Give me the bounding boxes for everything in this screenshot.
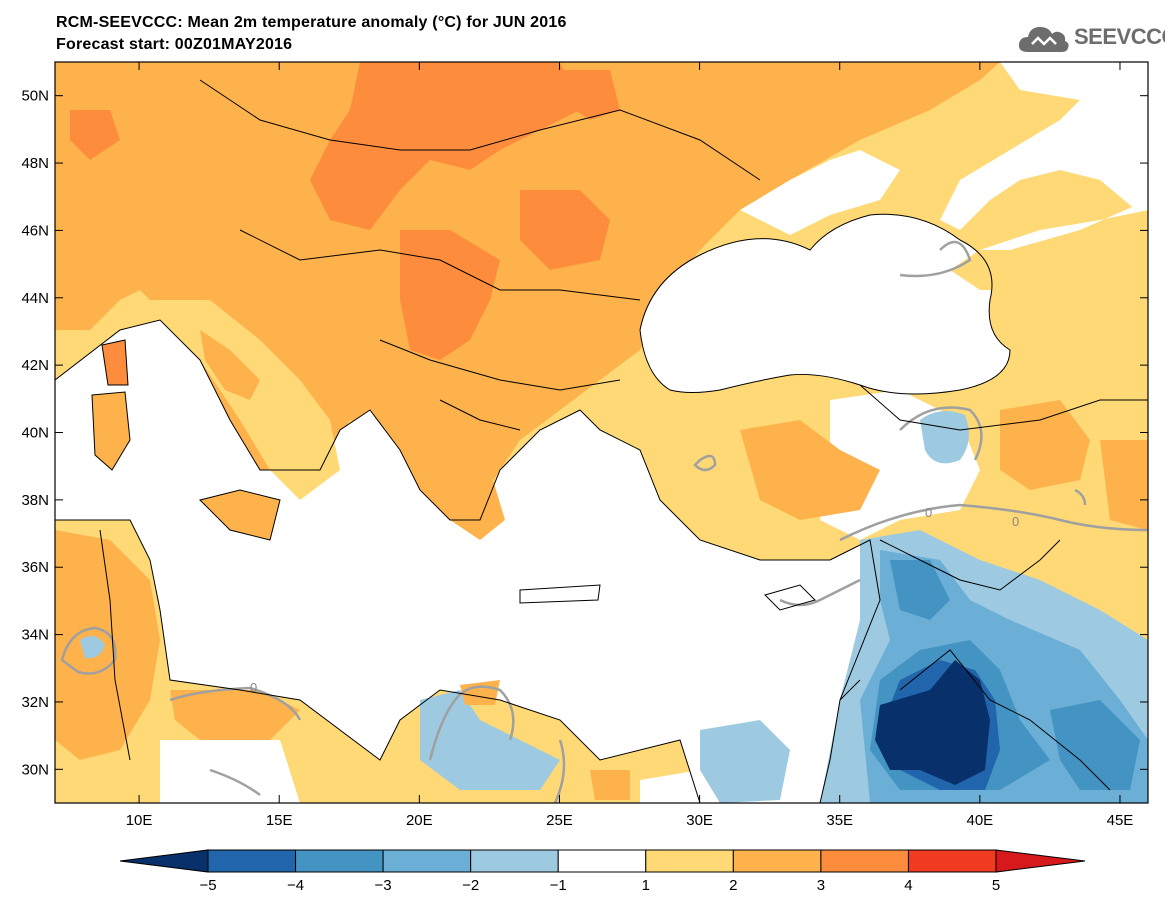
colorbar-label: −2: [462, 877, 479, 894]
colorbar-bin: [732, 849, 822, 873]
cyprus: [765, 585, 815, 610]
lat-label: 38N: [21, 492, 49, 509]
lat-label: 34N: [21, 627, 49, 644]
corsica: [102, 340, 128, 385]
lat-label: 36N: [21, 559, 49, 576]
italy-warm-b: [200, 330, 260, 400]
warm-anomaly-3-4-e: [70, 110, 120, 160]
colorbar: −5 −4 −3 −2 −1 1 2 3 4 5: [119, 849, 1086, 894]
colorbar-label: −5: [199, 877, 216, 894]
lon-label: 15E: [266, 812, 293, 829]
lat-label: 46N: [21, 222, 49, 239]
egypt-cool: [700, 720, 790, 803]
anomaly-field: [55, 62, 1148, 803]
forecast-start-label: Forecast start: 00Z01MAY2016: [56, 36, 293, 53]
colorbar-bin: [907, 849, 997, 873]
lat-label: 42N: [21, 357, 49, 374]
lon-label: 30E: [686, 812, 713, 829]
colorbar-label: 1: [642, 877, 650, 894]
contour-label-a: 0: [250, 680, 257, 695]
north-africa-warm: [55, 530, 160, 760]
colorbar-min-arrow: [119, 849, 209, 873]
lon-label: 20E: [406, 812, 433, 829]
tunisia-cold: [80, 636, 105, 659]
italy-warm: [150, 300, 340, 500]
colorbar-bin: [820, 849, 909, 873]
africa-south-warm: [280, 735, 350, 795]
lon-label: 10E: [126, 812, 153, 829]
anatolia-warm: [740, 420, 880, 520]
near-normal-northeast-2: [950, 210, 1148, 300]
colorbar-label: −1: [550, 877, 567, 894]
greece-warm: [410, 440, 505, 540]
contour-label-b: 0: [925, 505, 932, 520]
colorbar-bin: [645, 849, 734, 873]
mediterranean-sea: [55, 320, 880, 803]
lon-label: 35E: [826, 812, 853, 829]
colorbar-max-arrow: [995, 849, 1086, 873]
zero-contours: [60, 240, 1148, 803]
cool-anomaly-gulf: [1050, 700, 1140, 790]
seevccc-logo: SEEVCCC: [1018, 22, 1165, 56]
latitude-axis: 50N 48N 46N 44N 42N 40N 38N 36N 34N 32N 30N: [21, 88, 1148, 778]
warm-anomaly-3-4-d: [560, 70, 620, 120]
black-sea: [640, 214, 1010, 394]
lon-label: 25E: [546, 812, 573, 829]
east-anatolia-warm-b: [1100, 440, 1148, 530]
colorbar-bin: [557, 849, 647, 873]
lat-label: 50N: [21, 88, 49, 105]
africa-south-warm-b: [590, 770, 630, 800]
crete: [520, 585, 600, 603]
colorbar-bin: [207, 849, 297, 873]
sardinia: [92, 392, 130, 470]
sicily: [200, 490, 280, 540]
contour-label-c: 0: [1012, 514, 1019, 529]
colorbar-label: 3: [817, 877, 825, 894]
libya-cool: [420, 690, 560, 790]
colorbar-label: 2: [729, 877, 737, 894]
lat-label: 44N: [21, 290, 49, 307]
libya-warm: [170, 690, 300, 740]
longitude-axis: 10E 15E 20E 25E 30E 35E 40E 45E: [126, 62, 1134, 829]
near-normal-northeast: [940, 62, 1148, 230]
coastlines: [55, 79, 1148, 803]
map-title: RCM-SEEVCCC: Mean 2m temperature anomaly…: [56, 14, 567, 31]
warm-anomaly-3-4-c: [520, 190, 610, 270]
cool-anomaly-3: [890, 560, 950, 620]
warm-anomaly-3-4-b: [400, 230, 500, 360]
near-normal-africa: [160, 740, 300, 803]
cloud-logo-icon: [1018, 27, 1069, 52]
colorbar-label: −3: [375, 877, 392, 894]
anatolia-cold-pocket: [920, 411, 969, 464]
warm-anomaly-3-4: [310, 62, 580, 230]
colorbar-bin: [382, 849, 472, 873]
logo-text: SEEVCCC: [1074, 24, 1165, 49]
lat-label: 32N: [21, 694, 49, 711]
colorbar-label: 4: [904, 877, 912, 894]
colorbar-bin: [295, 849, 384, 873]
colorbar-label: −4: [287, 877, 304, 894]
africa-far-right-white: [640, 770, 700, 803]
lat-label: 48N: [21, 155, 49, 172]
lat-label: 30N: [21, 761, 49, 778]
cool-anomaly-5: [875, 660, 990, 785]
colorbar-label: 5: [992, 877, 1000, 894]
lon-label: 45E: [1107, 812, 1134, 829]
lat-label: 40N: [21, 425, 49, 442]
colorbar-bin: [470, 849, 559, 873]
lon-label: 40E: [966, 812, 993, 829]
